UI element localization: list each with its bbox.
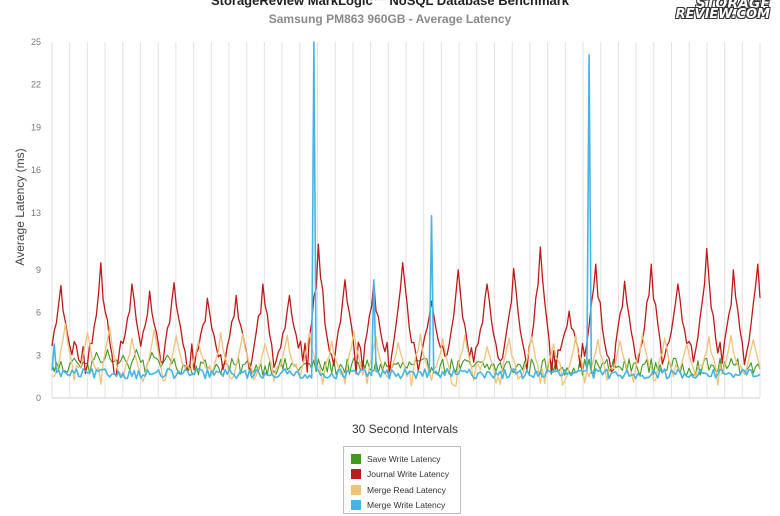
y-tick-label: 19 xyxy=(31,122,41,132)
x-axis-title: 30 Second Intervals xyxy=(351,422,459,436)
logo-line-1: STORAGE xyxy=(695,0,770,12)
chart-title: StorageReview MarkLogic™ NoSQL Database … xyxy=(210,0,570,8)
legend-swatch xyxy=(351,453,361,464)
legend-swatch xyxy=(351,500,361,511)
legend-item[interactable]: Merge Write Latency xyxy=(351,498,460,514)
legend-label: Merge Read Latency xyxy=(367,484,446,495)
legend-label: Save Write Latency xyxy=(367,453,441,464)
y-tick-label: 25 xyxy=(31,37,41,47)
y-tick-label: 16 xyxy=(31,165,41,175)
y-tick-label: 13 xyxy=(31,208,41,218)
legend-item[interactable]: Journal Write Latency xyxy=(351,467,460,483)
legend-item[interactable]: Save Write Latency xyxy=(351,451,460,467)
chart-subtitle: Samsung PM863 960GB - Average Latency xyxy=(268,12,512,26)
legend-label: Journal Write Latency xyxy=(367,469,450,480)
chart-plot-area: 0 3 6 9 13 16 19 22 25 xyxy=(31,37,761,403)
y-tick-label: 6 xyxy=(36,308,41,318)
storagereview-logo: STORAGE REVIEW.COM xyxy=(660,0,778,26)
logo-line-2: REVIEW.COM xyxy=(675,7,770,22)
y-tick-label: 3 xyxy=(36,350,41,360)
legend-swatch xyxy=(351,469,361,480)
series-line-journal-write-latency xyxy=(51,243,761,376)
y-tick-label: 9 xyxy=(36,265,41,275)
y-tick-label: 22 xyxy=(31,80,41,90)
series-line-save-write-latency xyxy=(51,349,761,376)
y-tick-label: 0 xyxy=(36,393,41,403)
series-line-merge-write-latency xyxy=(51,41,761,380)
legend-item[interactable]: Merge Read Latency xyxy=(351,482,460,498)
y-tick-labels: 0 3 6 9 13 16 19 22 25 xyxy=(31,37,41,403)
legend-swatch xyxy=(351,484,361,495)
series-layer xyxy=(51,41,761,387)
grid-layer xyxy=(51,42,761,399)
legend-label: Merge Write Latency xyxy=(367,500,446,511)
chart-legend: Save Write Latency Journal Write Latency… xyxy=(343,446,461,514)
